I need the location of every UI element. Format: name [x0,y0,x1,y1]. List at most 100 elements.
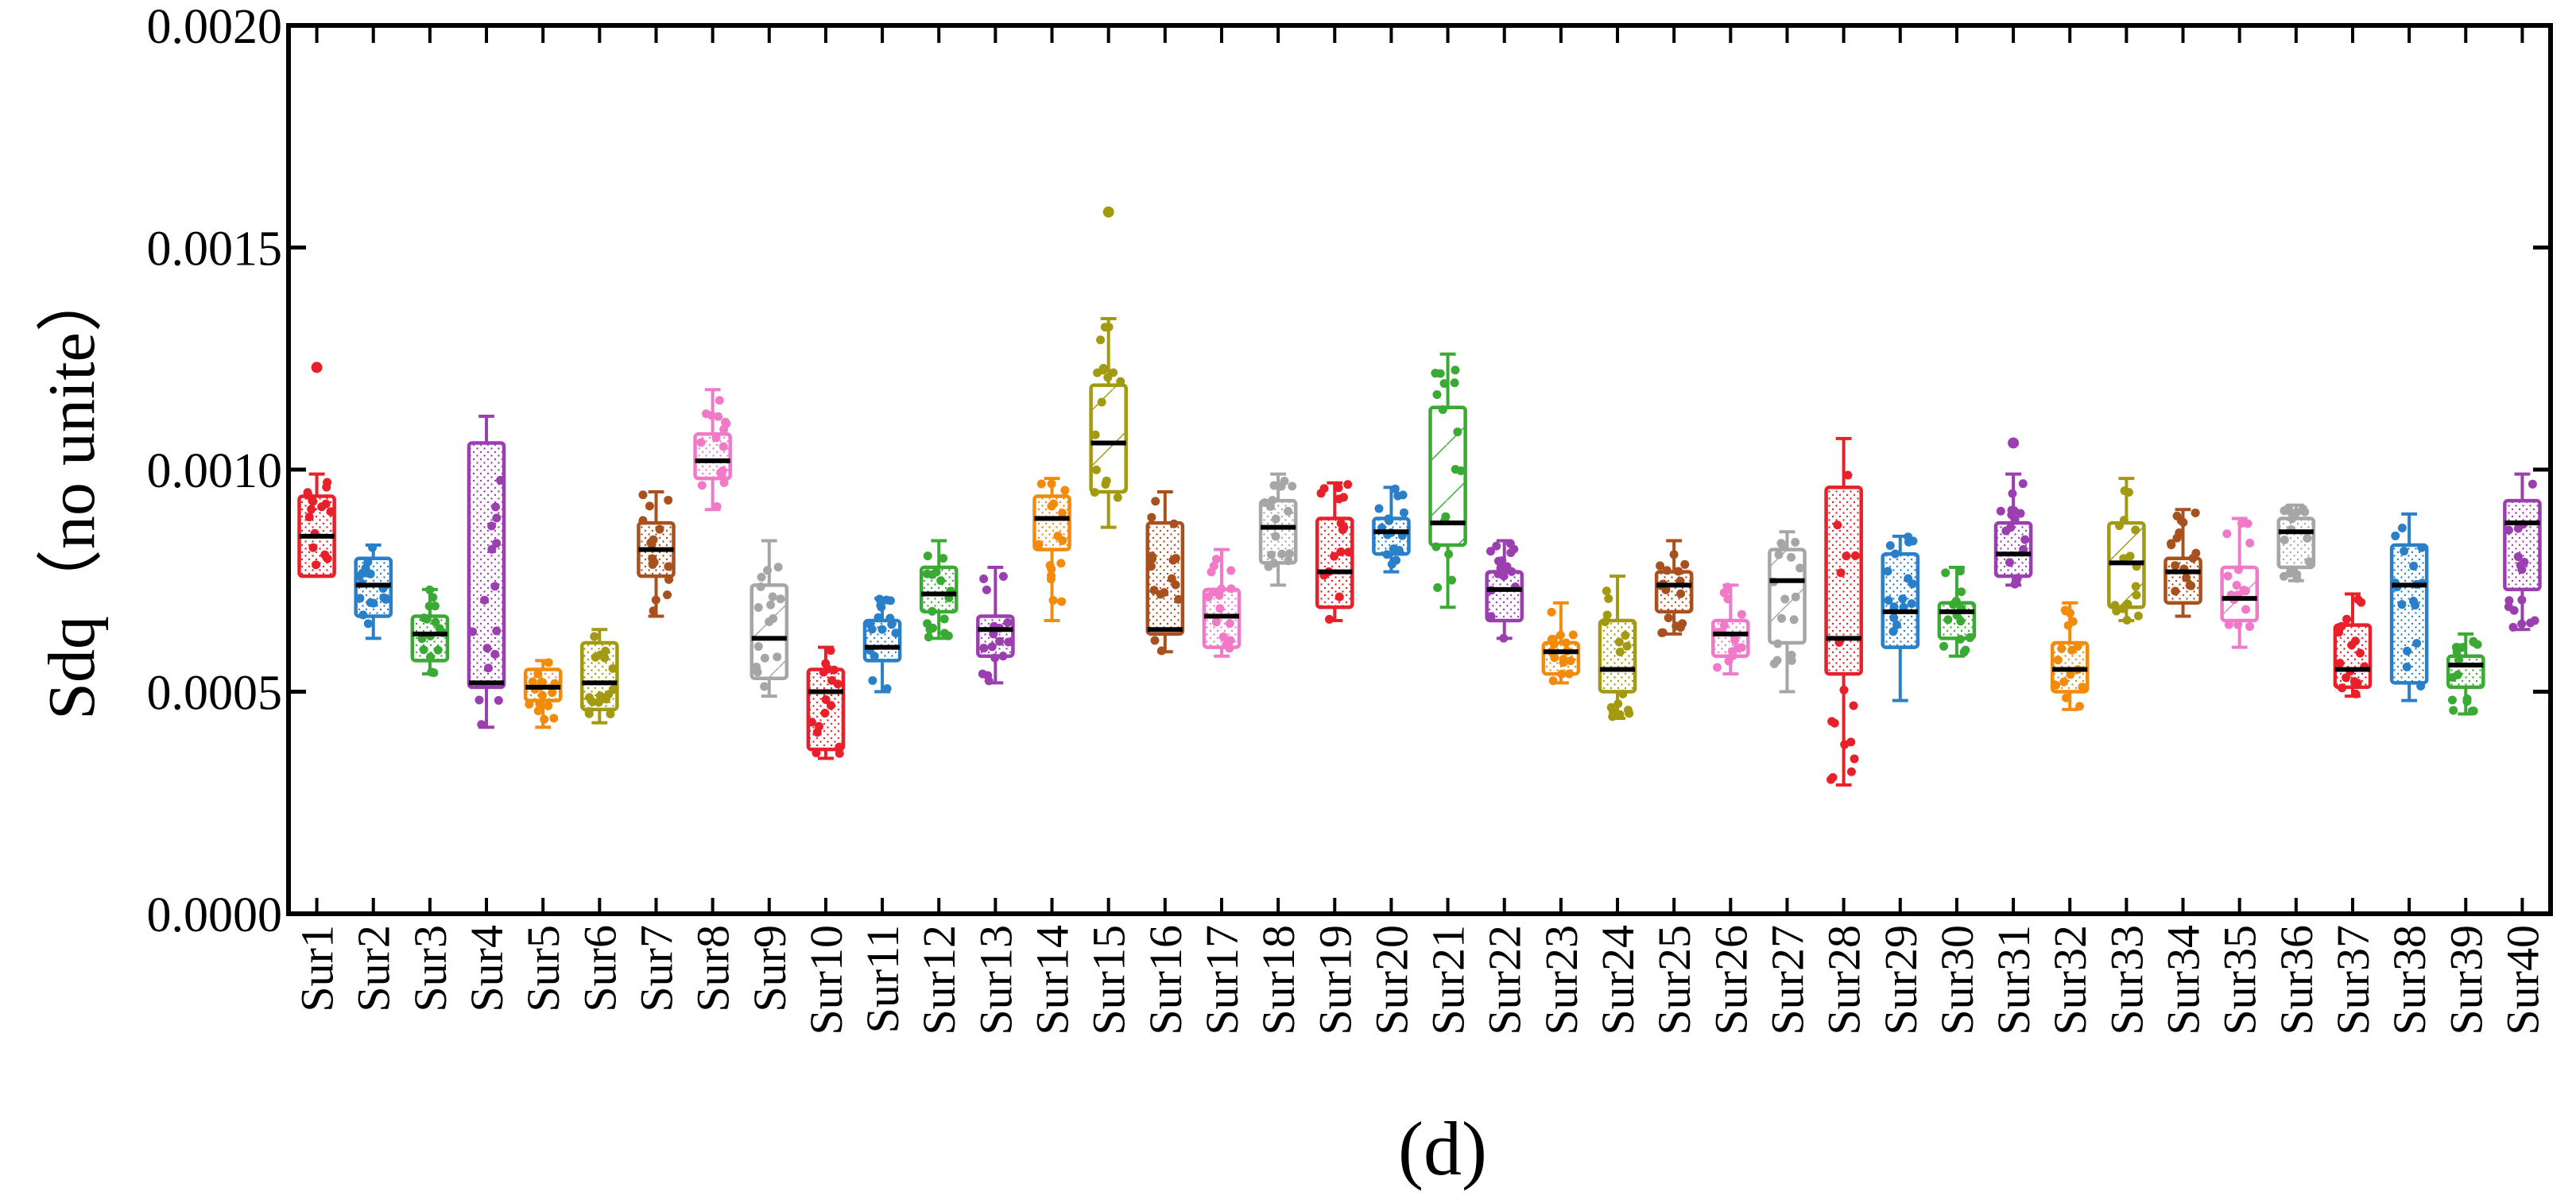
sample-point [882,684,892,694]
sample-point [1444,549,1454,559]
sample-point [2351,689,2361,698]
sample-point [2018,479,2028,489]
sample-point [2010,579,2020,589]
sample-point [1053,532,1063,541]
box-sur13 [976,565,1015,686]
x-tick-label: Sur26 [1705,925,1757,1035]
sample-point [1733,644,1742,653]
sample-point [358,610,368,620]
sample-point [490,649,500,659]
sample-point [496,475,506,485]
sample-point [1147,513,1156,522]
sample-point [604,690,614,699]
sample-point [753,603,763,613]
sample-point [1789,615,1799,625]
sample-point [1907,599,1916,609]
plot-area [286,23,2553,916]
sample-point [1211,555,1221,564]
sample-point [2337,621,2346,631]
sample-point [2517,565,2527,574]
box-sur3 [410,585,450,678]
sample-point [1048,595,1058,605]
box-sur4 [467,414,506,729]
sample-point [2349,677,2359,687]
sample-point [2053,656,2063,665]
sample-point [2335,659,2345,668]
x-tick-label: Sur12 [913,925,965,1035]
sample-point [308,543,318,552]
sample-point [2057,644,2067,653]
sample-point [1280,476,1289,485]
sample-point [1045,561,1055,571]
sample-point [1555,630,1565,640]
sample-point [1156,590,1165,599]
box-iqr [1654,570,1694,614]
sample-point [1211,617,1221,627]
sample-point [939,614,949,624]
box-iqr [1824,485,1863,676]
sample-point [1888,627,1898,636]
sample-point [638,490,648,500]
sample-point [1564,669,1574,679]
sample-point [1849,701,1858,710]
sample-point [608,663,618,673]
sample-point [649,535,658,544]
sample-point [982,585,991,594]
sample-point [1150,636,1160,645]
sample-point [584,693,594,702]
sample-point [936,576,946,586]
sample-point [1961,645,1970,655]
sample-point [1826,775,1836,784]
sample-point [1284,549,1294,559]
sample-point [1271,514,1280,524]
sample-point [979,574,989,584]
box-iqr [1598,618,1637,694]
box-sur26 [1711,582,1750,676]
sample-point [1146,562,1156,571]
sample-point [1047,479,1056,489]
sample-point [645,501,654,511]
sample-point [1898,594,1908,604]
sample-point [2504,596,2514,605]
sample-point [712,502,722,512]
x-tick-label: Sur19 [1309,925,1361,1035]
sample-point [2066,670,2075,679]
sample-point [320,550,330,559]
sample-point [2397,523,2407,532]
x-tick-label: Sur2 [348,925,400,1012]
sample-point [2232,581,2241,590]
sample-point [1389,544,1398,554]
sample-point [2280,571,2289,581]
x-tick-label: Sur24 [1592,925,1644,1035]
sample-point [419,645,428,655]
sample-point [480,595,490,605]
sample-point [939,629,949,638]
sample-point [835,748,844,758]
sample-point [877,625,887,634]
sample-point [2508,622,2518,632]
sample-point [533,706,543,716]
sample-point [719,424,729,434]
sample-point [2453,643,2462,652]
x-tick-label: Sur30 [1931,925,1983,1035]
sample-point [1846,767,1856,776]
x-tick-label: Sur32 [2044,925,2096,1035]
sample-point [1486,547,1495,556]
sample-point [1093,368,1102,377]
x-tick-label: Sur20 [1365,925,1417,1035]
sample-point [885,613,895,623]
sample-point [2338,683,2347,693]
box-sur6 [580,628,619,725]
sample-point [1941,568,1950,578]
sample-point [1151,497,1160,506]
sample-point [773,652,782,662]
box-sur36 [2276,503,2316,583]
sample-point [487,544,497,554]
sample-point [827,675,837,685]
sample-point [2171,586,2180,596]
sample-point [1840,740,1850,749]
x-tick-label: Sur13 [970,925,1021,1035]
sample-point [1664,613,1673,623]
sample-point [1787,650,1796,660]
sample-point [648,559,657,569]
